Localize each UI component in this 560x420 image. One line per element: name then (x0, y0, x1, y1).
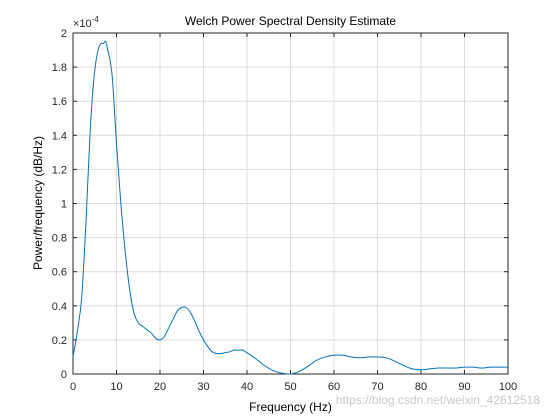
y-axis-title: Power/frequency (dB/Hz) (31, 136, 45, 270)
x-tick-label: 80 (415, 381, 427, 393)
x-tick-labels: 0 10 20 30 40 50 60 70 80 90 100 (70, 381, 517, 393)
x-tick-label: 10 (110, 381, 122, 393)
y-exponent-label: ×10-4 (73, 15, 99, 30)
y-tick-label: 0.2 (52, 335, 67, 347)
y-tick-label: 1 (61, 199, 67, 211)
y-tick-label: 1.4 (52, 130, 67, 142)
x-tick-label: 60 (328, 381, 340, 393)
x-tick-label: 30 (197, 381, 209, 393)
y-exponent-base: ×10 (73, 18, 92, 30)
y-tick-label: 1.2 (52, 164, 67, 176)
watermark: https://blog.csdn.net/weixin_42612518 (336, 393, 540, 407)
ticks (72, 32, 509, 375)
x-tick-label: 0 (70, 381, 76, 393)
chart-title: Welch Power Spectral Density Estimate (185, 14, 397, 28)
y-tick-label: 0 (61, 369, 67, 381)
x-tick-label: 50 (284, 381, 296, 393)
svg-text:×10-4: ×10-4 (73, 15, 99, 30)
y-tick-label: 0.8 (52, 233, 67, 245)
y-tick-labels: 0 0.2 0.4 0.6 0.8 1 1.2 1.4 1.6 1.8 2 (52, 28, 67, 381)
x-tick-label: 100 (499, 381, 517, 393)
y-tick-label: 0.6 (52, 267, 67, 279)
x-tick-label: 90 (458, 381, 470, 393)
grid (73, 33, 508, 374)
y-exponent-power: -4 (92, 15, 100, 24)
y-tick-label: 2 (61, 28, 67, 40)
y-tick-label: 1.8 (52, 62, 67, 74)
y-tick-label: 1.6 (52, 96, 67, 108)
x-axis-title: Frequency (Hz) (249, 400, 332, 414)
psd-series-line (72, 40, 508, 375)
x-tick-label: 20 (154, 381, 166, 393)
x-tick-label: 40 (241, 381, 253, 393)
y-tick-label: 0.4 (52, 301, 67, 313)
x-tick-label: 70 (371, 381, 383, 393)
